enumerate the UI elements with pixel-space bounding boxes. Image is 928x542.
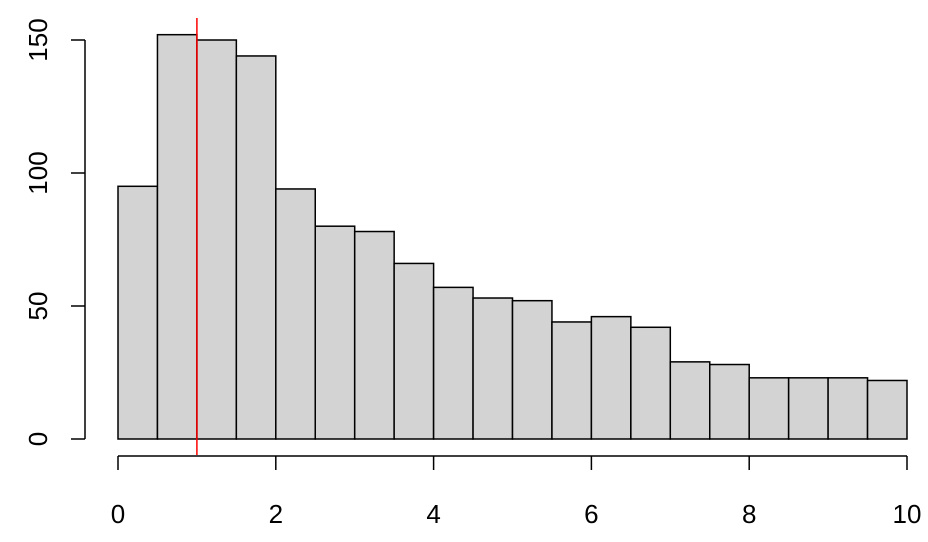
y-tick-label: 0 xyxy=(23,432,53,446)
bar xyxy=(709,363,750,440)
x-tick-label: 8 xyxy=(742,499,756,529)
bar xyxy=(669,361,711,440)
bar xyxy=(314,225,356,440)
y-tick-label: 150 xyxy=(23,18,53,61)
bar xyxy=(787,377,829,440)
bar xyxy=(551,321,593,440)
bar xyxy=(275,188,316,440)
bar xyxy=(117,185,159,440)
bar xyxy=(748,377,790,440)
x-tick-label: 4 xyxy=(426,499,440,529)
bar xyxy=(866,379,908,440)
bar xyxy=(511,299,553,440)
bar xyxy=(393,262,435,440)
x-tick-label: 10 xyxy=(893,499,922,529)
bar xyxy=(590,315,632,440)
bar xyxy=(630,326,672,440)
bar xyxy=(432,286,474,440)
bar xyxy=(472,297,514,440)
bar xyxy=(353,230,395,440)
y-tick-label: 100 xyxy=(23,151,53,194)
bar xyxy=(156,33,198,440)
bar xyxy=(827,377,869,440)
bar xyxy=(196,39,238,440)
x-tick-label: 6 xyxy=(584,499,598,529)
y-tick-label: 50 xyxy=(23,292,53,321)
x-tick-label: 2 xyxy=(269,499,283,529)
x-tick-label: 0 xyxy=(111,499,125,529)
bar xyxy=(235,55,277,440)
